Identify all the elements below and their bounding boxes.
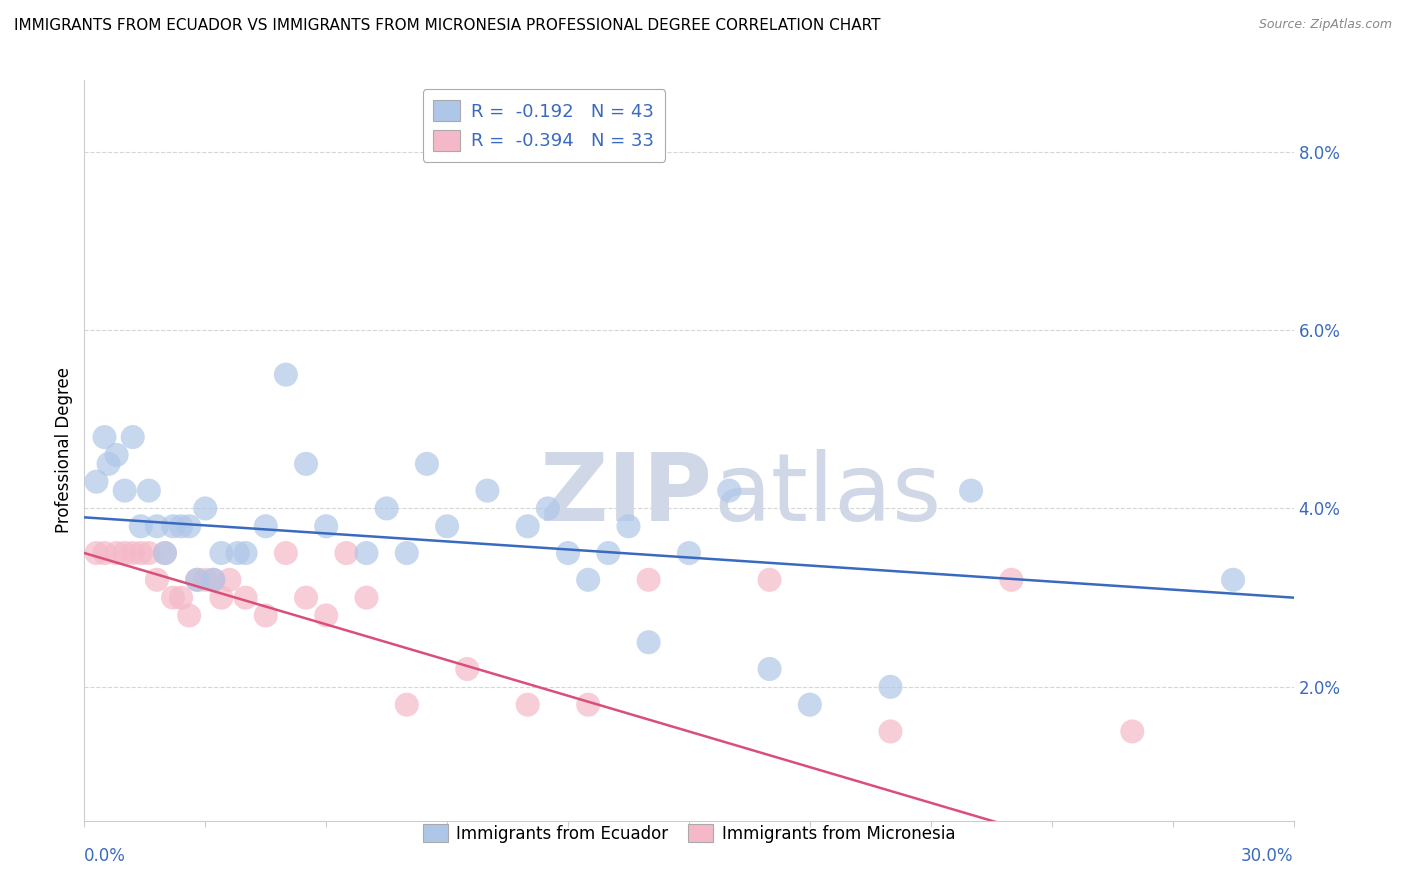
Point: [186, 573, 208, 587]
Legend: Immigrants from Ecuador, Immigrants from Micronesia: Immigrants from Ecuador, Immigrants from…: [416, 818, 962, 849]
Point: [153, 546, 176, 560]
Point: [598, 546, 620, 560]
Text: Source: ZipAtlas.com: Source: ZipAtlas.com: [1258, 18, 1392, 31]
Point: [456, 662, 478, 676]
Point: [678, 546, 700, 560]
Point: [758, 573, 780, 587]
Point: [356, 546, 378, 560]
Point: [105, 546, 128, 560]
Point: [960, 483, 983, 498]
Point: [274, 368, 297, 382]
Point: [97, 457, 120, 471]
Point: [235, 546, 257, 560]
Point: [226, 546, 249, 560]
Point: [617, 519, 640, 533]
Point: [395, 698, 418, 712]
Point: [114, 546, 136, 560]
Text: ZIP: ZIP: [540, 449, 713, 541]
Point: [86, 475, 108, 489]
Text: IMMIGRANTS FROM ECUADOR VS IMMIGRANTS FROM MICRONESIA PROFESSIONAL DEGREE CORREL: IMMIGRANTS FROM ECUADOR VS IMMIGRANTS FR…: [14, 18, 880, 33]
Point: [179, 519, 201, 533]
Point: [879, 680, 901, 694]
Text: atlas: atlas: [713, 449, 942, 541]
Point: [335, 546, 357, 560]
Point: [170, 591, 193, 605]
Point: [416, 457, 439, 471]
Point: [254, 519, 277, 533]
Point: [202, 573, 225, 587]
Text: 30.0%: 30.0%: [1241, 847, 1294, 865]
Point: [86, 546, 108, 560]
Point: [194, 573, 217, 587]
Point: [162, 519, 184, 533]
Point: [146, 519, 169, 533]
Point: [179, 608, 201, 623]
Point: [138, 546, 160, 560]
Y-axis label: Professional Degree: Professional Degree: [55, 368, 73, 533]
Point: [254, 608, 277, 623]
Point: [121, 546, 143, 560]
Point: [395, 546, 418, 560]
Point: [758, 662, 780, 676]
Point: [129, 519, 152, 533]
Point: [146, 573, 169, 587]
Point: [375, 501, 398, 516]
Point: [209, 546, 232, 560]
Point: [129, 546, 152, 560]
Point: [162, 591, 184, 605]
Text: 0.0%: 0.0%: [84, 847, 127, 865]
Point: [295, 591, 318, 605]
Point: [1121, 724, 1143, 739]
Point: [315, 608, 337, 623]
Point: [799, 698, 821, 712]
Point: [315, 519, 337, 533]
Point: [218, 573, 240, 587]
Point: [1000, 573, 1022, 587]
Point: [209, 591, 232, 605]
Point: [879, 724, 901, 739]
Point: [718, 483, 741, 498]
Point: [235, 591, 257, 605]
Point: [105, 448, 128, 462]
Point: [186, 573, 208, 587]
Point: [637, 635, 659, 649]
Point: [516, 519, 538, 533]
Point: [202, 573, 225, 587]
Point: [93, 546, 115, 560]
Point: [170, 519, 193, 533]
Point: [114, 483, 136, 498]
Point: [121, 430, 143, 444]
Point: [637, 573, 659, 587]
Point: [93, 430, 115, 444]
Point: [576, 698, 599, 712]
Point: [477, 483, 499, 498]
Point: [138, 483, 160, 498]
Point: [295, 457, 318, 471]
Point: [274, 546, 297, 560]
Point: [537, 501, 560, 516]
Point: [436, 519, 458, 533]
Point: [153, 546, 176, 560]
Point: [516, 698, 538, 712]
Point: [194, 501, 217, 516]
Point: [1222, 573, 1244, 587]
Point: [576, 573, 599, 587]
Point: [356, 591, 378, 605]
Point: [557, 546, 579, 560]
